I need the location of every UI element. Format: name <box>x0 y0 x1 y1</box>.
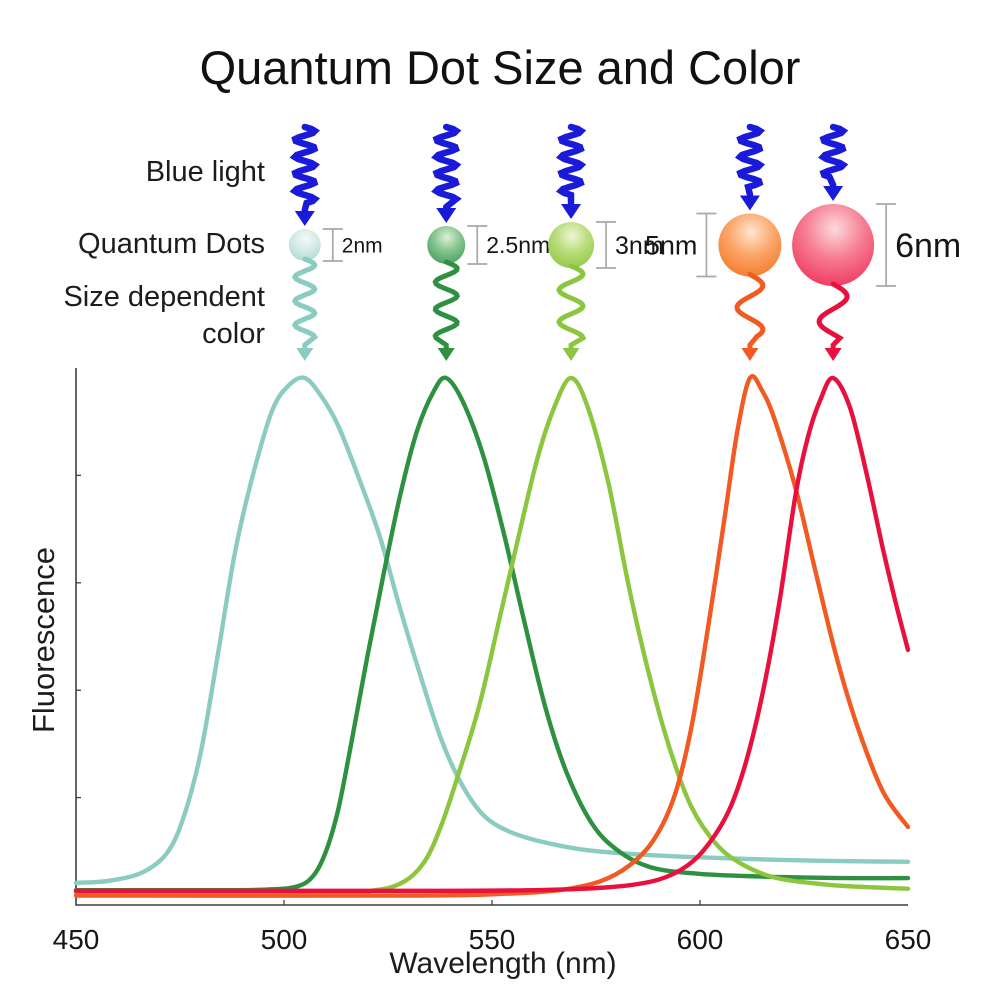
emission-arrowhead <box>296 348 314 361</box>
blue-light-arrowhead <box>561 204 582 219</box>
size-label: 3nm <box>615 232 664 260</box>
blue-light-arrow <box>431 123 462 211</box>
emission-arrowhead <box>562 348 580 361</box>
x-axis-label: Wavelength (nm) <box>389 947 617 980</box>
qdot-sphere-5nm <box>718 213 782 277</box>
spectrum-curve-6nm <box>73 375 911 894</box>
emission-arrow <box>432 259 461 352</box>
size-bracket <box>322 228 343 262</box>
size-label: 6nm <box>895 227 961 265</box>
size-bracket <box>696 212 717 278</box>
qdot-group-2.5nm: 2.5nm <box>427 123 550 361</box>
x-tick-label: 550 <box>469 924 516 955</box>
qdot-group-3nm: 3nm <box>548 123 664 361</box>
x-tick-label: 650 <box>885 924 932 955</box>
size-label: 2nm <box>342 234 383 257</box>
qdot-sphere-3nm <box>548 222 595 268</box>
size-dependent-line2: color <box>202 318 265 350</box>
spectrum-curve-3nm <box>73 375 911 895</box>
blue-light-arrowhead <box>436 208 457 223</box>
qdot-sphere-2nm <box>288 229 321 261</box>
x-tick-label: 450 <box>53 924 100 955</box>
size-dependent-line1: Size dependent <box>63 281 265 313</box>
axes <box>75 368 908 906</box>
x-tick-label: 600 <box>677 924 724 955</box>
qdot-group-6nm: 6nm <box>792 123 961 361</box>
emission-arrowhead <box>437 348 455 361</box>
size-bracket <box>596 221 617 269</box>
qdot-group-5nm: 5nm <box>645 123 782 361</box>
blue-light-arrow <box>818 123 849 189</box>
size-dependent-color-label: Size dependent color <box>63 279 265 353</box>
blue-light-arrowhead <box>739 195 760 211</box>
spectrum-curve-2nm <box>73 375 911 886</box>
size-label: 2.5nm <box>486 232 550 258</box>
spectrum-curve-2.5nm <box>73 375 911 893</box>
blue-light-arrow <box>555 123 587 207</box>
blue-light-arrow <box>289 123 321 214</box>
emission-arrow <box>291 256 319 352</box>
emission-arrow <box>734 272 766 352</box>
size-label: 5nm <box>645 230 698 260</box>
blue-light-arrow <box>734 123 766 198</box>
qdot-sphere-2.5nm <box>427 226 466 264</box>
qdot-sphere-6nm <box>792 204 875 286</box>
emission-arrowhead <box>824 348 842 361</box>
blue-light-arrowhead <box>294 211 315 226</box>
x-tick-label: 500 <box>261 924 308 955</box>
spectrum-curve-5nm <box>73 374 911 898</box>
size-bracket <box>467 225 488 265</box>
figure-title: Quantum Dot Size and Color <box>199 41 801 94</box>
emission-arrowhead <box>741 348 759 361</box>
size-bracket <box>876 203 897 287</box>
y-axis-label: Fluorescence <box>26 546 61 734</box>
quantum-dots-label: Quantum Dots <box>78 228 265 260</box>
emission-arrow <box>816 281 850 352</box>
qdot-group-2nm: 2nm <box>288 123 383 361</box>
blue-light-label: Blue light <box>145 156 265 188</box>
blue-light-arrowhead <box>823 186 844 201</box>
emission-arrow <box>556 263 587 352</box>
